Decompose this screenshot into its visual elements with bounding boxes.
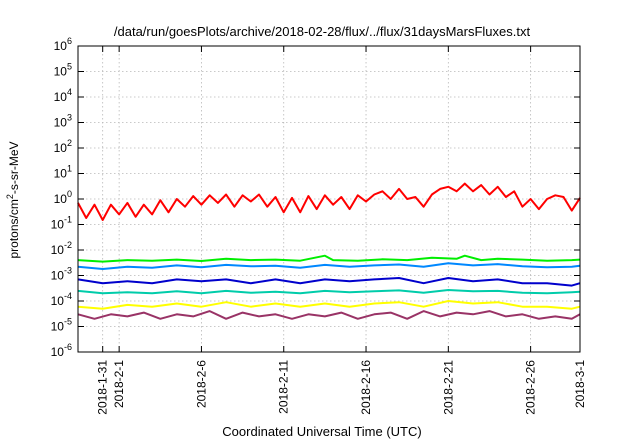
y-tick-label: 103 bbox=[54, 113, 72, 130]
x-tick-label: 2018-3-1 bbox=[573, 360, 587, 408]
y-tick-base: 10 bbox=[51, 269, 65, 283]
y-tick-base: 10 bbox=[54, 141, 68, 155]
y-tick-exponent: 1 bbox=[67, 164, 72, 174]
y-tick-exponent: 2 bbox=[67, 138, 72, 148]
y-tick-label: 10-5 bbox=[51, 317, 72, 334]
series-line-7 bbox=[77, 310, 581, 320]
y-tick-base: 10 bbox=[51, 218, 65, 232]
series-line-1 bbox=[77, 182, 581, 221]
x-tick-label: 2018-2-21 bbox=[441, 360, 455, 415]
x-axis-label: Coordinated Universal Time (UTC) bbox=[222, 424, 421, 439]
y-tick-exponent: 3 bbox=[67, 113, 72, 123]
x-tick-label: 2018-2-1 bbox=[112, 360, 126, 408]
y-tick-exponent: 6 bbox=[67, 36, 72, 46]
y-tick-base: 10 bbox=[54, 90, 68, 104]
series-line-2 bbox=[77, 254, 581, 263]
x-tick-label: 2018-2-26 bbox=[524, 360, 538, 415]
y-axis-ticks: 10-610-510-410-310-210-11001011021031041… bbox=[51, 36, 580, 359]
series-line-3 bbox=[77, 262, 581, 270]
y-tick-exponent: 4 bbox=[67, 87, 72, 97]
y-tick-label: 105 bbox=[54, 62, 72, 79]
plot-area bbox=[77, 182, 581, 320]
y-tick-exponent: -3 bbox=[64, 266, 72, 276]
x-tick-label: 2018-1-31 bbox=[96, 360, 110, 415]
y-tick-base: 10 bbox=[51, 243, 65, 257]
y-tick-base: 10 bbox=[54, 39, 68, 53]
y-tick-label: 10-4 bbox=[51, 291, 72, 308]
y-tick-exponent: -1 bbox=[64, 215, 72, 225]
y-tick-base: 10 bbox=[51, 320, 65, 334]
y-axis-label-sup: 2 bbox=[5, 194, 15, 199]
y-tick-base: 10 bbox=[51, 294, 65, 308]
series-line-5 bbox=[77, 289, 581, 295]
y-tick-exponent: -5 bbox=[64, 317, 72, 327]
y-tick-base: 10 bbox=[54, 116, 68, 130]
y-tick-label: 10-6 bbox=[51, 342, 72, 359]
y-tick-label: 100 bbox=[54, 189, 72, 206]
y-tick-label: 102 bbox=[54, 138, 72, 155]
y-tick-base: 10 bbox=[54, 192, 68, 206]
x-tick-label: 2018-2-11 bbox=[277, 360, 291, 414]
y-axis-label-main: protons/cm bbox=[7, 199, 21, 258]
y-tick-exponent: -2 bbox=[64, 240, 72, 250]
series-line-4 bbox=[77, 277, 581, 287]
y-tick-label: 101 bbox=[54, 164, 72, 181]
x-tick-label: 2018-2-6 bbox=[194, 360, 208, 408]
y-tick-label: 10-1 bbox=[51, 215, 72, 232]
y-tick-exponent: -6 bbox=[64, 342, 72, 352]
y-axis-label-rest: -s-sr-MeV bbox=[7, 141, 21, 194]
y-tick-base: 10 bbox=[54, 65, 68, 79]
y-tick-exponent: 0 bbox=[67, 189, 72, 199]
y-tick-exponent: 5 bbox=[67, 62, 72, 72]
y-tick-label: 10-2 bbox=[51, 240, 72, 257]
chart-title: /data/run/goesPlots/archive/2018-02-28/f… bbox=[114, 24, 531, 39]
y-tick-label: 106 bbox=[54, 36, 72, 53]
x-tick-label: 2018-2-16 bbox=[359, 360, 373, 415]
y-tick-base: 10 bbox=[54, 167, 68, 181]
y-tick-label: 104 bbox=[54, 87, 72, 104]
y-axis-label: protons/cm2-s-sr-MeV bbox=[5, 141, 21, 258]
x-axis-ticks: 2018-1-31 2018-2-1 2018-2-6 2018-2-11 2018-2… bbox=[96, 46, 587, 415]
y-tick-base: 10 bbox=[51, 345, 65, 359]
y-tick-exponent: -4 bbox=[64, 291, 72, 301]
y-tick-label: 10-3 bbox=[51, 266, 72, 283]
series-line-6 bbox=[77, 300, 581, 310]
